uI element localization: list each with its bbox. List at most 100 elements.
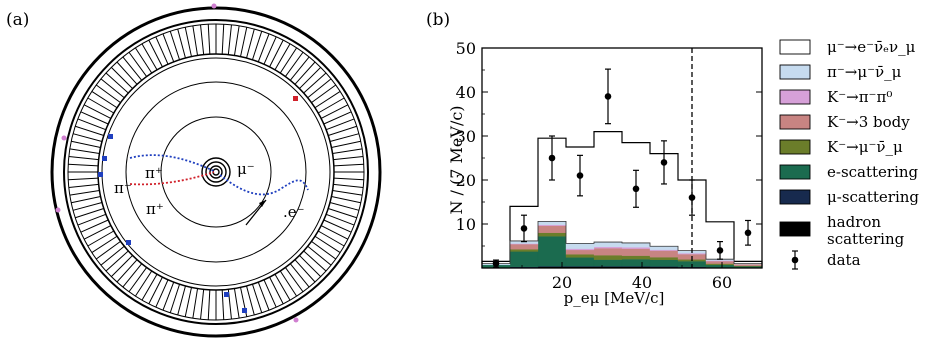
legend-swatch [779, 64, 811, 80]
segment [320, 225, 349, 240]
segment [333, 183, 364, 188]
stack-bar-k3body [621, 248, 651, 256]
stack-bar-escat [565, 257, 595, 267]
data-point [660, 159, 668, 166]
pmt-hit [55, 207, 61, 213]
stack-bar-pimunu [649, 246, 679, 250]
stack-bar-escat [649, 259, 679, 267]
y-axis-label: N / (7 MeV/c) [447, 105, 466, 214]
stack-bar-k3body [565, 249, 595, 255]
segment [274, 273, 291, 301]
segment [177, 285, 186, 316]
segment [317, 230, 345, 247]
stack-bar-escat [593, 259, 623, 267]
segment [284, 267, 304, 293]
legend-swatch [779, 39, 811, 55]
target-ring [201, 157, 231, 187]
segment [162, 281, 175, 311]
y-tick-label: 20 [456, 171, 476, 190]
segment [83, 225, 112, 240]
track [129, 154, 215, 172]
hit-marker [102, 156, 107, 161]
drift-chamber-ring [125, 81, 307, 263]
segment [307, 78, 332, 99]
segment [71, 140, 101, 148]
segment [116, 259, 138, 283]
segment [141, 273, 158, 301]
segment [68, 156, 99, 161]
segment [91, 235, 118, 254]
segment [317, 97, 345, 114]
segment [284, 51, 304, 77]
panel-b-label: (b) [426, 10, 450, 30]
segment [279, 270, 298, 297]
target-ring [209, 165, 223, 179]
segment [257, 33, 270, 63]
segment [77, 213, 107, 226]
panel-a-label: (a) [6, 10, 29, 30]
segment [80, 219, 109, 233]
segment [116, 61, 138, 85]
segment [71, 196, 101, 204]
segment [246, 28, 255, 59]
stack-bar-k3body [593, 248, 623, 256]
stack-bar-kpipi0 [621, 247, 651, 249]
stack-bar-kpipi0 [565, 248, 595, 251]
segment [240, 27, 248, 57]
histogram-panel: (b) 10 20 30 40 50 20 40 60 N / (7 MeV/c) p_eμ … [426, 10, 919, 307]
segment [320, 104, 349, 119]
stack-bar-kmunu [705, 263, 735, 266]
segment [299, 255, 322, 278]
pmt-hit [211, 3, 217, 9]
segment [148, 39, 163, 68]
legend-label: K⁻→μ⁻ν̄_μ [827, 138, 903, 156]
legend-data-marker [791, 256, 799, 264]
mu-minus-label: μ⁻ [237, 160, 255, 178]
segment [325, 213, 355, 226]
segment [141, 43, 158, 71]
legend-swatch [779, 221, 811, 237]
segment [303, 250, 327, 272]
segment [332, 189, 363, 196]
y-tick-label: 40 [456, 83, 476, 102]
segment [75, 207, 104, 219]
segment [95, 240, 121, 260]
segment [294, 61, 316, 85]
segment [323, 219, 352, 233]
plot-area: 10 20 30 40 50 20 40 60 [456, 39, 763, 292]
segment [68, 183, 99, 188]
segment [332, 148, 363, 155]
segment [323, 111, 352, 125]
stack-bar-pimunu [593, 241, 623, 248]
segment [333, 163, 364, 167]
segment [68, 163, 99, 167]
segment [192, 288, 199, 319]
segment [274, 43, 291, 71]
legend-swatch [779, 114, 811, 130]
pi-minus-label: π⁻ [114, 179, 132, 197]
segment [325, 118, 355, 131]
legend-label: K⁻→π⁻π⁰ [827, 88, 892, 106]
calorimeter-segments [68, 24, 364, 320]
stack-bar-escat [537, 236, 567, 267]
x-tick-label: 20 [552, 273, 572, 292]
event-display-panel: (a) π⁺ π⁻ π⁺ μ⁻ .e⁻ [6, 3, 382, 338]
segment [169, 284, 181, 313]
segment [263, 279, 277, 308]
x-axis-label: p_eμ [MeV/c] [564, 289, 665, 307]
segment [72, 202, 103, 211]
segment [207, 289, 211, 320]
segment [192, 25, 199, 56]
legend-label: π⁻→μ⁻ν̄_μ [827, 63, 902, 81]
segment [307, 245, 332, 266]
segment [227, 24, 232, 55]
segment [269, 276, 284, 305]
stack-bar-kmunu [565, 254, 595, 258]
stack-outline [482, 220, 762, 264]
legend-label: e-scattering [827, 163, 919, 181]
stack-bar-kmunu [509, 249, 539, 252]
segment [95, 84, 121, 104]
data-point [576, 172, 584, 179]
data-point [716, 247, 724, 254]
legend-label: μ⁻→e⁻ν̄ₑν_μ [827, 38, 916, 56]
